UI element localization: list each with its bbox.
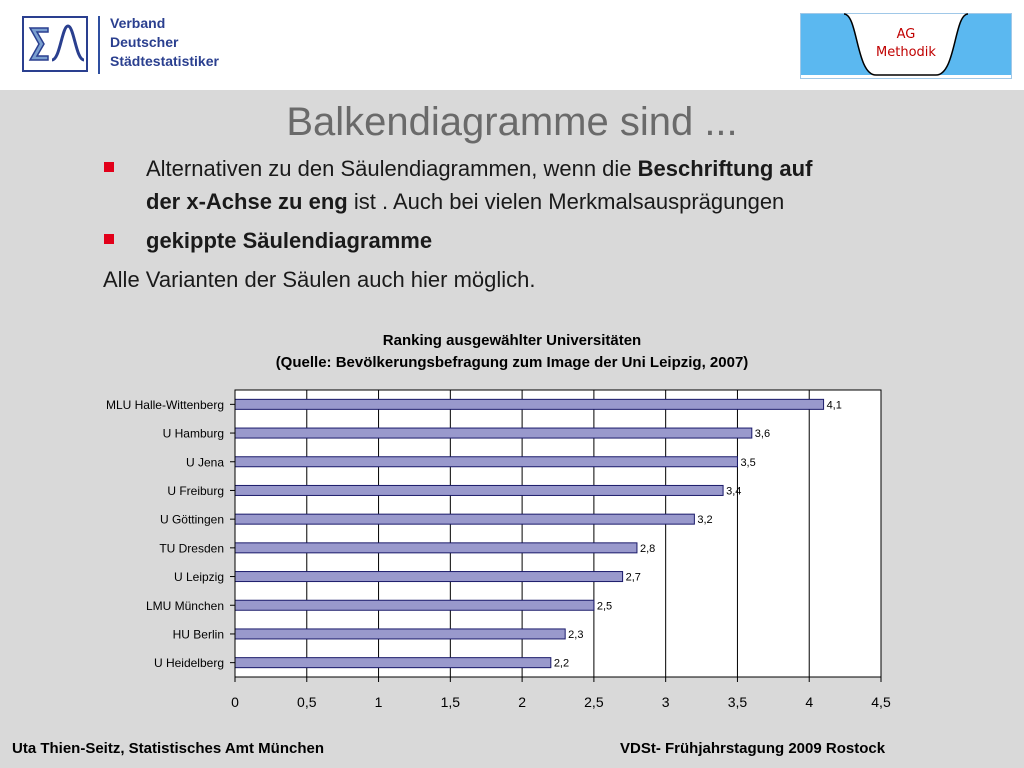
x-tick-label: 4 xyxy=(805,694,813,710)
footer-left: Uta Thien-Seitz, Statistisches Amt Münch… xyxy=(12,740,324,757)
bullet-item: gekippte Säulendiagramme xyxy=(100,224,980,257)
x-tick-label: 0 xyxy=(231,694,239,710)
y-category-label: U Jena xyxy=(186,455,224,469)
bullet-text: Alternativen zu den Säulendiagrammen, we… xyxy=(146,156,638,181)
x-tick-label: 3 xyxy=(662,694,670,710)
chart-title: Ranking ausgewählter Universitäten xyxy=(382,332,642,349)
org-name-line: Städtestatistiker xyxy=(110,53,219,69)
y-category-label: MLU Halle-Wittenberg xyxy=(106,398,224,412)
bullet-list: Alternativen zu den Säulendiagrammen, we… xyxy=(100,152,980,296)
x-tick-label: 2,5 xyxy=(584,694,604,710)
bar xyxy=(234,427,753,439)
data-label: 2,7 xyxy=(626,572,641,584)
sigma-distribution-logo-icon xyxy=(22,16,88,72)
plot-border xyxy=(234,389,882,678)
org-name: Verband Deutscher Städtestatistiker xyxy=(110,14,219,71)
x-tick-label: 3,5 xyxy=(728,694,748,710)
bar xyxy=(234,542,638,554)
x-tick-label: 2 xyxy=(518,694,526,710)
bar xyxy=(234,456,738,468)
org-name-line: Verband xyxy=(110,15,166,31)
y-category-label: U Göttingen xyxy=(160,513,224,527)
bar xyxy=(234,571,624,583)
y-category-label: U Heidelberg xyxy=(154,656,224,670)
ag-logo-line1: AG xyxy=(896,27,916,42)
y-category-label: HU Berlin xyxy=(173,627,224,641)
bell-curve-logo-icon xyxy=(800,13,1012,79)
data-label: 3,6 xyxy=(755,428,770,440)
x-tick-label: 1,5 xyxy=(441,694,461,710)
bullet-square-icon xyxy=(104,162,114,172)
x-tick-label: 1 xyxy=(375,694,383,710)
data-label: 2,8 xyxy=(640,543,655,555)
bullet-item: Alternativen zu den Säulendiagrammen, we… xyxy=(100,152,980,218)
y-category-label: U Hamburg xyxy=(163,427,224,441)
bullet-bold-text: der x-Achse zu eng xyxy=(146,189,348,214)
x-tick-label: 0,5 xyxy=(297,694,317,710)
bullet-bold-text: Beschriftung auf xyxy=(637,156,813,181)
plain-text-line: Alle Varianten der Säulen auch hier mögl… xyxy=(103,267,536,292)
y-category-label: U Leipzig xyxy=(174,570,224,584)
bar xyxy=(234,599,595,611)
slide-header: Verband Deutscher Städtestatistiker AG M… xyxy=(0,0,1024,90)
ag-methodik-logo: AG Methodik xyxy=(800,13,1012,79)
logo-divider xyxy=(98,16,100,74)
data-label: 4,1 xyxy=(827,399,842,411)
data-label: 3,4 xyxy=(726,485,741,497)
data-label: 3,2 xyxy=(697,514,712,526)
bullet-bold-text: gekippte Säulendiagramme xyxy=(146,228,433,253)
footer-right: VDSt- Frühjahrstagung 2009 Rostock xyxy=(620,740,886,757)
data-label: 2,3 xyxy=(568,629,583,641)
bar xyxy=(234,398,825,410)
data-label: 2,5 xyxy=(597,600,612,612)
bullet-square-icon xyxy=(104,234,114,244)
bar xyxy=(234,657,552,669)
y-category-label: U Freiburg xyxy=(167,484,224,498)
y-category-label: TU Dresden xyxy=(159,541,224,555)
bar xyxy=(234,628,566,640)
bar xyxy=(234,513,695,525)
bullet-text: ist . Auch bei vielen Merkmalsausprägung… xyxy=(347,189,785,214)
slide-title: Balkendiagramme sind ... xyxy=(286,100,738,144)
data-label: 2,2 xyxy=(554,658,569,670)
x-tick-label: 4,5 xyxy=(871,694,891,710)
bar xyxy=(234,484,724,496)
chart-subtitle: (Quelle: Bevölkerungsbefragung zum Image… xyxy=(275,354,749,371)
ag-logo-line2: Methodik xyxy=(876,45,936,60)
vdst-logo: Verband Deutscher Städtestatistiker xyxy=(22,14,262,78)
y-category-label: LMU München xyxy=(146,599,224,613)
data-label: 3,5 xyxy=(740,457,755,469)
org-name-line: Deutscher xyxy=(110,34,179,50)
